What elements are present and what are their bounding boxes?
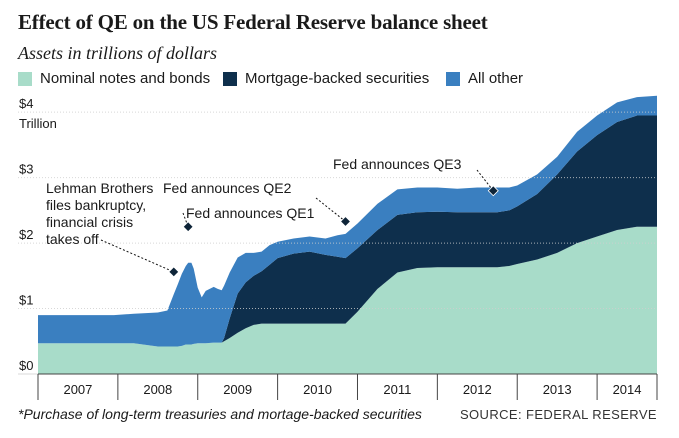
annotation-leader xyxy=(476,169,494,192)
legend-item-mbs: Mortgage-backed securities xyxy=(223,70,429,87)
x-tick-label: 2011 xyxy=(383,382,411,397)
y-tick-label: $4 xyxy=(19,96,33,111)
x-tick-label: 2008 xyxy=(143,382,172,397)
y-tick-label: $0 xyxy=(19,358,33,373)
chart-title: Effect of QE on the US Federal Reserve b… xyxy=(18,10,488,34)
annotation-label: Lehman Brothers files bankruptcy, financia… xyxy=(46,180,153,247)
annotation-line: financial crisis xyxy=(46,214,133,230)
x-tick-label: 2014 xyxy=(613,382,642,397)
annotation-line: Fed announces QE3 xyxy=(333,156,462,172)
y-tick-label: $2 xyxy=(19,227,33,242)
annotation-marker xyxy=(339,215,352,228)
annotation-label: Fed announces QE2 xyxy=(163,180,292,196)
annotation-marker xyxy=(487,185,499,197)
x-tick-label: 2009 xyxy=(223,382,252,397)
legend-swatch-other xyxy=(446,71,460,86)
chart-subtitle: Assets in trillions of dollars xyxy=(18,43,218,63)
annotation-line: Fed announces QE2 xyxy=(163,180,292,196)
annotation-leader xyxy=(100,239,174,273)
annotation-line: Fed announces QE1 xyxy=(186,205,315,221)
annotation-label: Fed announces QE1 xyxy=(186,205,315,221)
annotation-leader xyxy=(315,197,346,222)
legend: Nominal notes and bonds Mortgage-backed … xyxy=(18,70,668,92)
annotation-label: Fed announces QE3 xyxy=(333,156,462,172)
source-note: SOURCE: FEDERAL RESERVE xyxy=(459,407,657,422)
y-tick-label: $1 xyxy=(19,293,33,308)
annotation-marker xyxy=(168,266,180,278)
x-tick-label: 2012 xyxy=(463,382,492,397)
area-mbs xyxy=(38,115,657,347)
y-tick-label: $3 xyxy=(19,162,33,177)
annotation-line: Lehman Brothers xyxy=(46,180,153,196)
legend-label-notes: Nominal notes and bonds xyxy=(40,70,211,87)
area-notes xyxy=(38,226,657,374)
x-tick-label: 2013 xyxy=(543,382,572,397)
legend-label-other: All other xyxy=(468,70,524,87)
x-tick-label: 2007 xyxy=(63,382,92,397)
area-other xyxy=(38,95,657,347)
legend-item-other: All other xyxy=(446,70,523,87)
y-unit-label: Trillion xyxy=(19,116,57,131)
annotation-marker xyxy=(182,221,194,233)
legend-swatch-mbs xyxy=(223,71,237,86)
annotation-line: takes off xyxy=(46,231,99,247)
legend-label-mbs: Mortgage-backed securities xyxy=(245,70,430,87)
annotation-line: files bankruptcy, xyxy=(46,197,146,213)
footnote: *Purchase of long-term treasuries and mo… xyxy=(18,406,422,422)
x-tick-label: 2010 xyxy=(303,382,332,397)
legend-item-notes: Nominal notes and bonds xyxy=(18,70,210,87)
legend-swatch-notes xyxy=(18,71,32,86)
